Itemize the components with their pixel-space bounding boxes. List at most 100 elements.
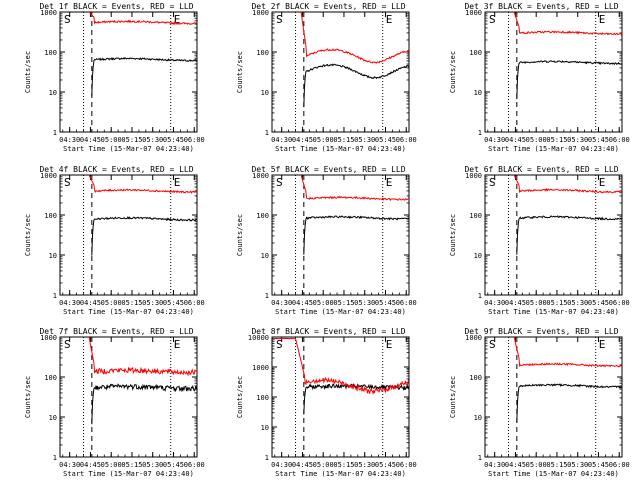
y-tick-label: 1 [265,292,269,300]
start-marker-label: S [64,176,71,189]
x-tick-label: 05:45 [588,461,609,469]
y-tick-label: 1000 [465,9,482,17]
x-tick-label: 05:30 [567,461,588,469]
x-tick-label: 05:45 [375,136,396,144]
x-tick-label: 05:30 [354,136,375,144]
panel-title: Det 7f BLACK = Events, RED = LLD [39,327,193,336]
panel-title: Det 3f BLACK = Events, RED = LLD [464,2,618,11]
y-tick-label: 100 [469,212,482,220]
x-tick-label: 04:45 [292,299,313,307]
y-tick-label: 10 [261,89,269,97]
x-tick-label: 04:45 [80,136,101,144]
x-tick-label: 06:00 [184,136,205,144]
panel-title: Det 2f BLACK = Events, RED = LLD [251,2,405,11]
y-tick-label: 1 [53,129,57,137]
y-axis-label: Counts/sec [236,51,244,93]
x-tick-label: 04:45 [80,299,101,307]
x-tick-label: 05:45 [588,299,609,307]
y-tick-label: 10 [261,252,269,260]
y-tick-label: 1000 [252,9,269,17]
x-axis-label: Start Time (15-Mar-07 04:23:40) [488,308,619,316]
x-tick-label: 04:30 [59,299,80,307]
x-tick-label: 06:00 [184,299,205,307]
plot-frame [59,336,198,458]
x-tick-label: 04:30 [59,136,80,144]
plot-frame [484,336,623,458]
y-tick-label: 1 [478,292,482,300]
x-tick-label: 04:30 [484,299,505,307]
x-tick-label: 05:15 [546,461,567,469]
detector-panel: Det 7f BLACK = Events, RED = LLD 1 10 100 10… [24,327,205,478]
x-tick-label: 05:45 [588,136,609,144]
detector-panel: Det 6f BLACK = Events, RED = LLD 1 10 100 10… [449,165,630,316]
x-tick-label: 04:30 [271,136,292,144]
y-tick-label: 1 [265,129,269,137]
series-line-events [516,60,623,100]
detector-panel: Det 8f BLACK = Events, RED = LLD 1 10 100 10… [236,327,417,478]
end-marker-label: E [599,338,606,351]
start-marker-label: S [489,176,496,189]
x-tick-label: 04:30 [271,461,292,469]
series-line-events [303,63,410,108]
y-tick-label: 1 [265,454,269,462]
series-line-lld [88,174,198,194]
x-tick-label: 05:15 [546,136,567,144]
x-tick-label: 06:00 [609,299,630,307]
x-tick-label: 05:00 [526,136,547,144]
plot-frame [59,174,198,296]
x-tick-label: 05:45 [375,299,396,307]
y-tick-label: 1 [478,129,482,137]
start-marker-label: S [276,338,283,351]
series-line-events [516,383,623,423]
y-tick-label: 1000 [465,172,482,180]
plot-frame [484,174,623,296]
x-tick-label: 05:00 [526,461,547,469]
x-axis-label: Start Time (15-Mar-07 04:23:40) [63,145,194,153]
detector-panel: Det 1f BLACK = Events, RED = LLD 1 10 100 10… [24,2,205,153]
y-axis-label: Counts/sec [236,214,244,256]
y-tick-label: 100 [469,374,482,382]
x-tick-label: 05:30 [142,136,163,144]
x-tick-label: 05:00 [526,299,547,307]
y-tick-label: 10 [49,252,57,260]
series-line-events [91,216,198,256]
y-tick-label: 10 [261,424,269,432]
series-line-lld [300,174,410,202]
y-axis-label: Counts/sec [24,51,32,93]
y-tick-label: 10 [49,89,57,97]
x-tick-label: 05:00 [101,461,122,469]
y-axis-label: Counts/sec [449,376,457,418]
x-tick-label: 05:30 [354,299,375,307]
x-tick-label: 05:45 [163,461,184,469]
y-axis-label: Counts/sec [24,214,32,256]
x-tick-label: 04:30 [484,136,505,144]
series-line-lld [300,11,409,64]
y-axis-label: Counts/sec [236,376,244,418]
series-line-lld [88,11,198,26]
x-axis-label: Start Time (15-Mar-07 04:23:40) [275,470,406,478]
plot-frame [484,11,623,133]
x-tick-label: 05:00 [313,461,334,469]
y-tick-label: 1000 [40,172,57,180]
plot-frame [271,11,410,133]
x-tick-label: 05:30 [354,461,375,469]
end-marker-label: E [386,338,393,351]
y-tick-label: 1 [53,292,57,300]
detector-panel: Det 3f BLACK = Events, RED = LLD 1 10 100 10… [449,2,630,153]
y-axis-label: Counts/sec [449,51,457,93]
start-marker-label: S [64,13,71,26]
series-line-lld [513,336,623,368]
x-tick-label: 05:45 [163,136,184,144]
end-marker-label: E [599,13,606,26]
y-tick-label: 1 [53,454,57,462]
x-tick-label: 05:45 [163,299,184,307]
x-tick-label: 04:45 [80,461,101,469]
y-tick-label: 100 [44,49,57,57]
series-line-events [516,215,623,255]
x-tick-label: 05:15 [333,299,354,307]
x-axis-label: Start Time (15-Mar-07 04:23:40) [488,145,619,153]
y-tick-label: 1000 [465,334,482,342]
y-tick-label: 100 [256,49,269,57]
detector-panel: Det 5f BLACK = Events, RED = LLD 1 10 100 10… [236,165,417,316]
y-tick-label: 100 [44,374,57,382]
